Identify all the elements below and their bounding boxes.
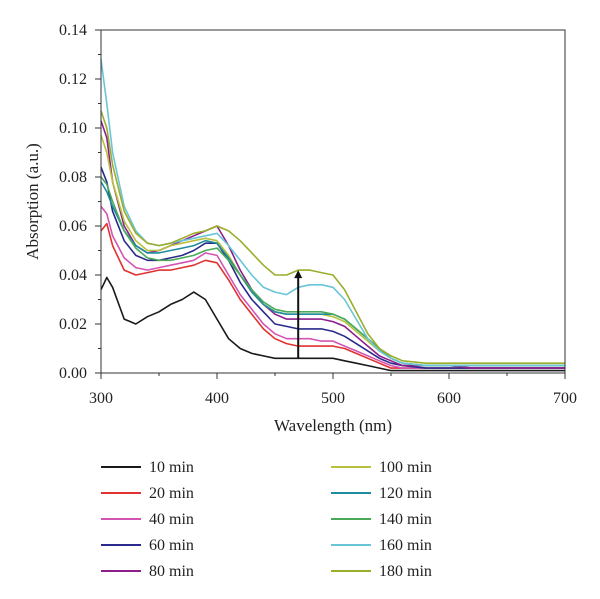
x-tick-label: 700 — [553, 390, 577, 407]
legend-item: 160 min — [331, 537, 432, 554]
series-line-7 — [100, 181, 565, 367]
legend-item: 180 min — [331, 563, 432, 580]
series-line-5 — [100, 120, 565, 369]
series-line-4 — [100, 166, 565, 369]
legend-item: 20 min — [101, 485, 194, 502]
legend-item: 40 min — [101, 511, 194, 528]
x-tick-label: 500 — [321, 390, 345, 407]
legend-label: 100 min — [379, 459, 432, 476]
series-layer — [100, 59, 565, 372]
legend-label: 40 min — [149, 511, 194, 528]
annotation-layer — [294, 270, 303, 359]
y-tick-label: 0.14 — [59, 22, 87, 39]
y-tick-label: 0.12 — [59, 71, 87, 88]
y-axis-label: Absorption (a.u.) — [23, 143, 42, 260]
series-line-3 — [100, 205, 565, 369]
legend-label: 20 min — [149, 485, 194, 502]
y-axis-ticks: 0.00 0.02 0.04 0.06 0.08 0.10 0.12 0.14 — [59, 22, 101, 382]
legend-item: 80 min — [101, 563, 194, 580]
legend-label: 10 min — [149, 459, 194, 476]
y-tick-label: 0.10 — [59, 120, 87, 137]
x-tick-label: 600 — [437, 390, 461, 407]
series-line-1 — [100, 276, 565, 372]
legend: 10 min 20 min 40 min 60 min 80 min 100 min 120… — [101, 459, 432, 580]
y-tick-label: 0.02 — [59, 316, 87, 333]
y-tick-label: 0.04 — [59, 267, 87, 284]
legend-label: 160 min — [379, 537, 432, 554]
legend-item: 120 min — [331, 485, 432, 502]
x-axis-label: Wavelength (nm) — [274, 416, 392, 435]
x-tick-label: 400 — [205, 390, 229, 407]
y-tick-label: 0.00 — [59, 365, 87, 382]
arrow-head — [294, 270, 303, 279]
x-axis-ticks: 300 400 500 600 700 — [89, 373, 577, 407]
series-line-9 — [100, 59, 565, 367]
legend-label: 140 min — [379, 511, 432, 528]
y-tick-label: 0.08 — [59, 169, 87, 186]
series-line-8 — [100, 176, 565, 367]
legend-item: 10 min — [101, 459, 194, 476]
legend-label: 180 min — [379, 563, 432, 580]
legend-label: 120 min — [379, 485, 432, 502]
legend-label: 60 min — [149, 537, 194, 554]
series-line-10 — [100, 110, 565, 365]
legend-label: 80 min — [149, 563, 194, 580]
legend-item: 140 min — [331, 511, 432, 528]
legend-item: 100 min — [331, 459, 432, 476]
legend-item: 60 min — [101, 537, 194, 554]
x-tick-label: 300 — [89, 390, 113, 407]
y-tick-label: 0.06 — [59, 218, 87, 235]
